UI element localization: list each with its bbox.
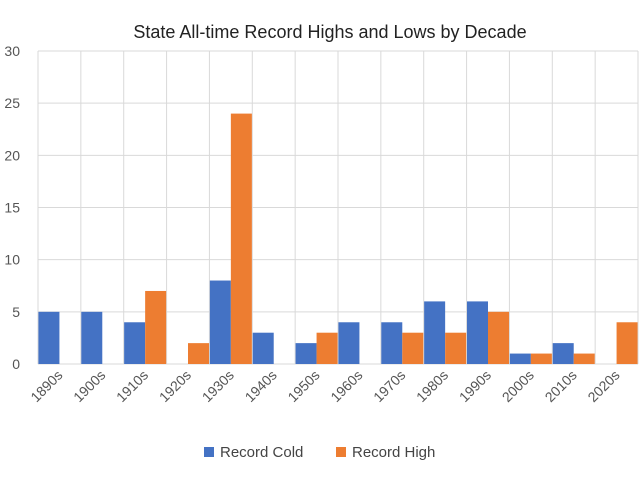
legend-swatch-record-cold: [204, 447, 214, 457]
y-axis-ticks: 0 5 10 15 20 25 30: [4, 43, 20, 372]
x-axis-ticks: 1890s 1900s 1910s 1920s 1930s 1940s 1950s 1960s…: [27, 367, 622, 405]
y-tick-label: 15: [4, 200, 20, 216]
y-tick-label: 25: [4, 95, 20, 111]
legend-label-record-cold: Record Cold: [220, 444, 303, 461]
legend: Record Cold Record High: [204, 444, 435, 461]
bar-record-high-2020s: [616, 322, 638, 364]
x-tick-label: 2000s: [499, 367, 537, 405]
x-tick-label: 1900s: [70, 367, 108, 405]
bar-record-high-2010s: [573, 353, 595, 364]
bar-record-high-1980s: [445, 332, 467, 364]
bar-record-cold-1900s: [81, 311, 103, 364]
bar-record-cold-1980s: [424, 301, 446, 364]
x-tick-label: 1980s: [413, 367, 451, 405]
legend-label-record-high: Record High: [352, 444, 435, 461]
x-tick-label: 1960s: [327, 367, 365, 405]
y-tick-label: 0: [12, 356, 20, 372]
bar-record-high-1970s: [402, 332, 424, 364]
bar-record-cold-1960s: [338, 322, 360, 364]
x-tick-label: 1940s: [242, 367, 280, 405]
bar-record-cold-1970s: [381, 322, 403, 364]
grid-lines: [37, 50, 639, 365]
bar-record-cold-2010s: [552, 343, 574, 364]
x-tick-label: 1990s: [456, 367, 494, 405]
bar-record-high-1920s: [188, 343, 209, 364]
y-tick-label: 30: [4, 43, 20, 59]
bar-record-cold-1990s: [467, 301, 488, 364]
legend-swatch-record-high: [336, 447, 346, 457]
y-tick-label: 20: [4, 147, 20, 163]
bar-record-cold-1950s: [295, 343, 317, 364]
x-tick-label: 1920s: [156, 367, 194, 405]
x-tick-label: 2020s: [584, 367, 622, 405]
bar-record-high-2000s: [530, 353, 552, 364]
x-tick-label: 1950s: [284, 367, 322, 405]
bar-record-high-1990s: [488, 311, 509, 364]
chart-title: State All-time Record Highs and Lows by …: [133, 22, 526, 42]
bar-record-cold-1940s: [252, 332, 274, 364]
x-tick-label: 1970s: [370, 367, 408, 405]
bars: [38, 113, 638, 364]
x-tick-label: 2010s: [542, 367, 580, 405]
x-tick-label: 1910s: [113, 367, 151, 405]
x-tick-label: 1930s: [199, 367, 237, 405]
bar-record-high-1930s: [230, 113, 252, 364]
y-tick-label: 10: [4, 252, 20, 268]
bar-record-cold-1910s: [124, 322, 146, 364]
bar-record-high-1950s: [316, 332, 338, 364]
bar-record-cold-1930s: [209, 280, 231, 364]
bar-record-cold-2000s: [509, 353, 531, 364]
bar-record-cold-1890s: [38, 311, 60, 364]
x-tick-label: 1890s: [27, 367, 65, 405]
bar-record-high-1910s: [145, 290, 167, 364]
y-tick-label: 5: [12, 304, 20, 320]
